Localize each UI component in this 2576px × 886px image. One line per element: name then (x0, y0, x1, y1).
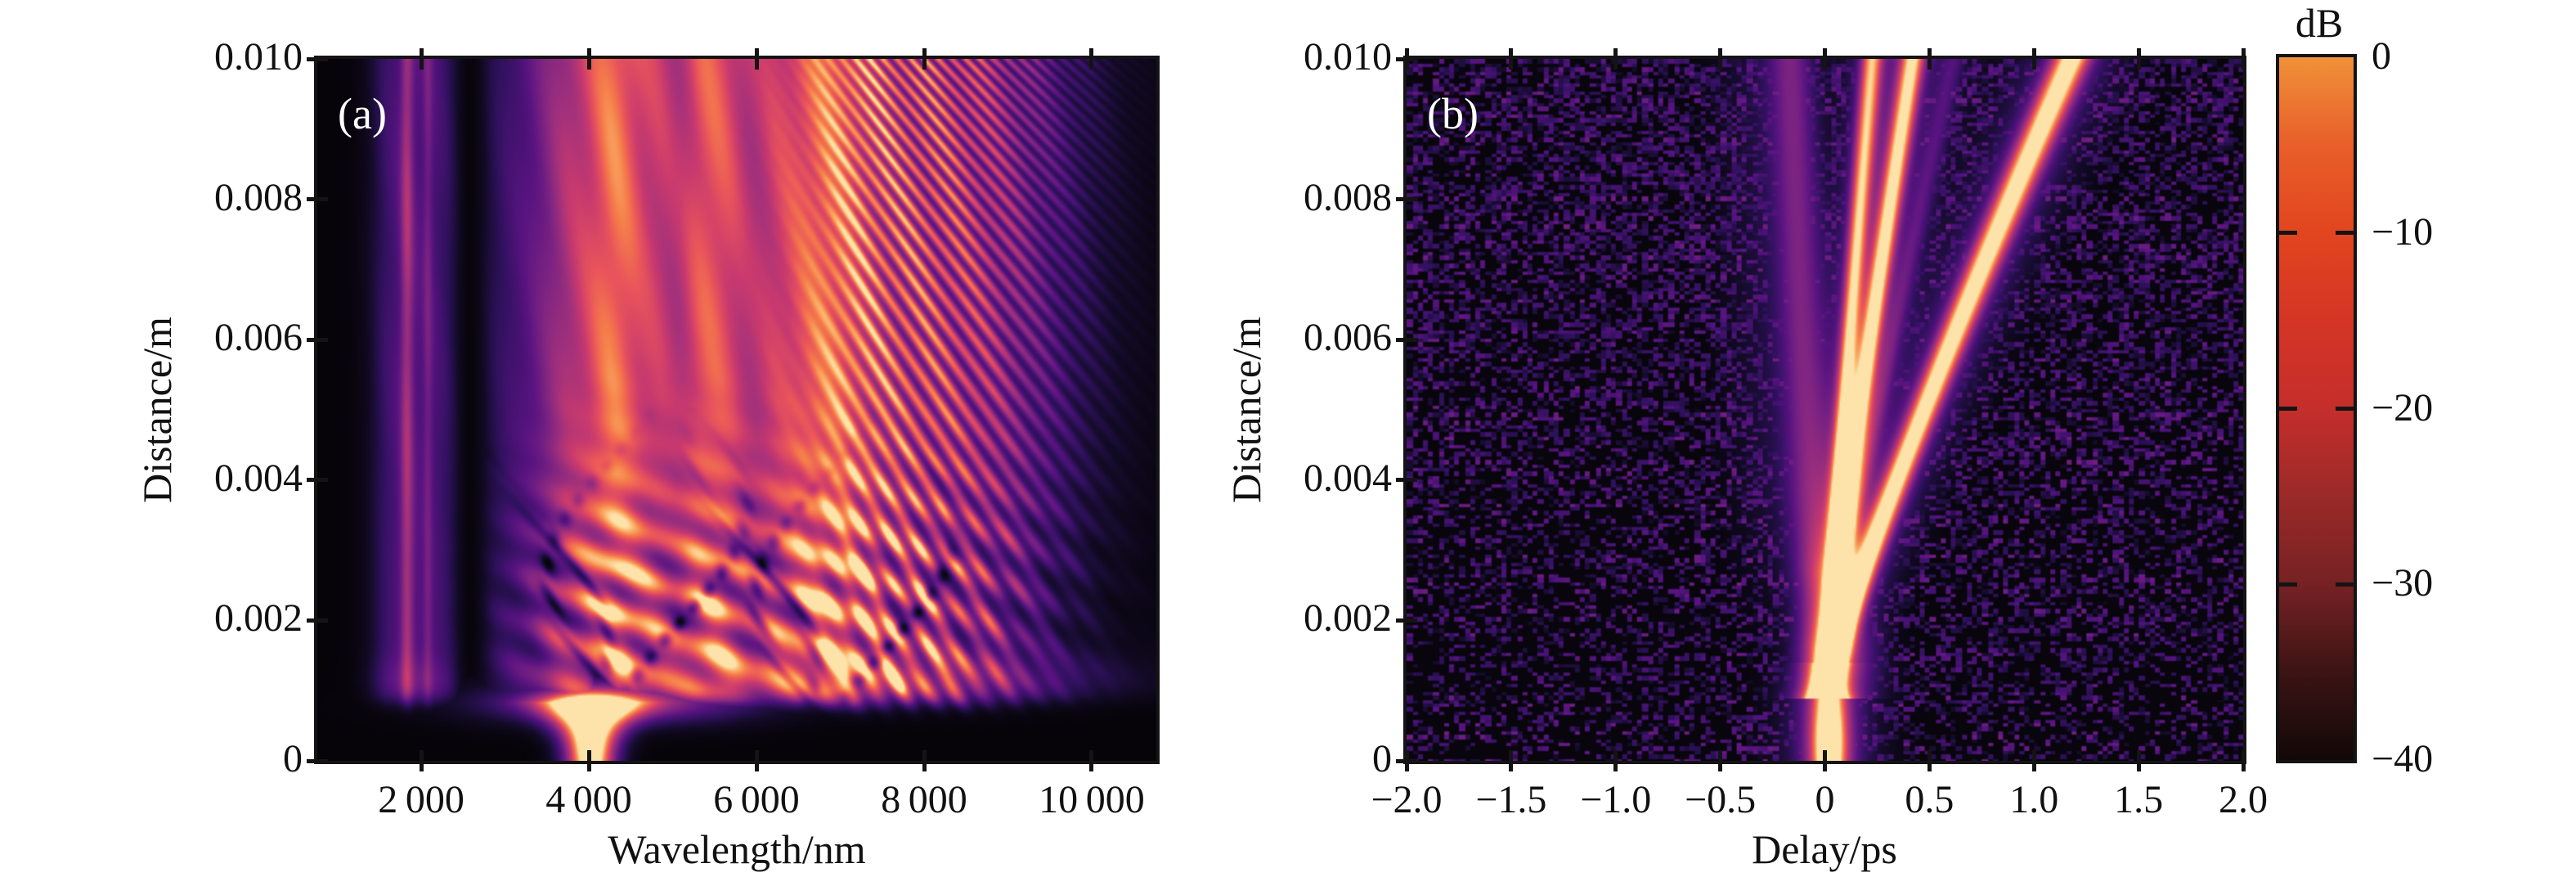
colorbar-tick-label: 0 (2372, 34, 2391, 78)
y-tick-label: 0.010 (214, 35, 303, 79)
x-tick (1718, 750, 1723, 771)
x-tick-top (2031, 48, 2036, 70)
colorbar-tick-label: −40 (2372, 737, 2434, 780)
x-tick-label: 1.5 (2114, 778, 2164, 821)
x-tick-top (2136, 48, 2141, 70)
panel-b-yaxis-title: Distance/m (1223, 317, 1269, 503)
y-tick (307, 758, 328, 763)
spectral-evolution-heatmap (317, 59, 1156, 761)
x-tick-top (922, 48, 927, 70)
x-tick-label: 6 000 (713, 778, 800, 821)
colorbar-tick (2336, 407, 2354, 411)
y-tick-label: 0.004 (1304, 456, 1392, 500)
colorbar-tick-label: −30 (2372, 561, 2434, 605)
y-tick (1396, 337, 1417, 342)
colorbar-tick (2336, 582, 2354, 587)
colorbar-tick (2279, 231, 2297, 236)
x-tick-label: 8 000 (881, 778, 967, 821)
x-tick-top (419, 48, 424, 70)
x-tick-label: −0.5 (1685, 778, 1757, 821)
colorbar-tick-label: −20 (2372, 385, 2434, 430)
y-tick-label: 0 (283, 737, 303, 780)
x-tick (586, 750, 591, 771)
panel-a-yaxis-title: Distance/m (134, 317, 180, 503)
x-tick (922, 750, 927, 771)
x-tick-label: −2.0 (1371, 778, 1443, 821)
y-tick-label: 0.006 (214, 316, 303, 360)
x-tick-label: 2 000 (378, 778, 464, 821)
y-tick (307, 337, 328, 342)
x-tick (1823, 750, 1827, 771)
panel-b-xaxis-title: Delay/ps (1752, 826, 1897, 872)
x-tick (419, 750, 424, 771)
heatmap-panel-a (314, 56, 1160, 764)
colorbar-unit-label: dB (2295, 0, 2344, 46)
y-tick-label: 0.002 (214, 596, 303, 641)
y-tick-label: 0.002 (1304, 596, 1392, 641)
x-tick (1089, 750, 1094, 771)
y-tick (1396, 478, 1417, 483)
x-tick (1509, 750, 1514, 771)
x-tick-label: 1.0 (2009, 778, 2059, 821)
x-tick-top (1089, 48, 1094, 70)
y-tick-label: 0.006 (1304, 316, 1392, 360)
colorbar-tick (2279, 407, 2297, 411)
colorbar-tick-label: −10 (2372, 209, 2434, 254)
temporal-evolution-heatmap (1407, 59, 2243, 761)
y-tick-label: 0.004 (214, 456, 303, 500)
y-tick (1396, 758, 1417, 763)
y-tick (307, 56, 328, 61)
x-tick (1927, 750, 1932, 771)
x-tick-label: 0.5 (1905, 778, 1954, 821)
x-tick-top (1613, 48, 1618, 70)
colorbar-tick (2336, 231, 2354, 236)
x-tick-label: 4 000 (545, 778, 632, 821)
x-tick-top (586, 48, 591, 70)
x-tick-label: 10 000 (1039, 778, 1145, 821)
x-tick-label: −1.5 (1475, 778, 1547, 821)
panel-a-xaxis-title: Wavelength/nm (608, 826, 866, 872)
x-tick-label: −1.0 (1580, 778, 1652, 821)
x-tick (754, 750, 759, 771)
x-tick-top (1823, 48, 1827, 70)
panel-a-label: (a) (338, 89, 387, 138)
y-tick-label: 0 (1372, 737, 1392, 780)
y-tick-label: 0.008 (214, 175, 303, 219)
x-tick-label: 0 (1815, 778, 1835, 821)
x-tick-top (1718, 48, 1723, 70)
y-tick (1396, 56, 1417, 61)
y-tick-label: 0.008 (1304, 175, 1392, 219)
x-tick-top (1927, 48, 1932, 70)
colorbar-tick (2279, 582, 2297, 587)
y-tick (1396, 618, 1417, 623)
y-tick-label: 0.010 (1304, 35, 1392, 79)
heatmap-panel-b (1403, 56, 2246, 764)
x-tick (1613, 750, 1618, 771)
x-tick (2031, 750, 2036, 771)
panel-b-label: (b) (1427, 89, 1479, 138)
x-tick (2241, 750, 2246, 771)
x-tick (2136, 750, 2141, 771)
y-tick (1396, 197, 1417, 202)
y-tick (307, 618, 328, 623)
y-tick (307, 197, 328, 202)
x-tick-top (2241, 48, 2246, 70)
y-tick (307, 478, 328, 483)
x-tick-label: 2.0 (2219, 778, 2268, 821)
x-tick-top (754, 48, 759, 70)
x-tick-top (1509, 48, 1514, 70)
